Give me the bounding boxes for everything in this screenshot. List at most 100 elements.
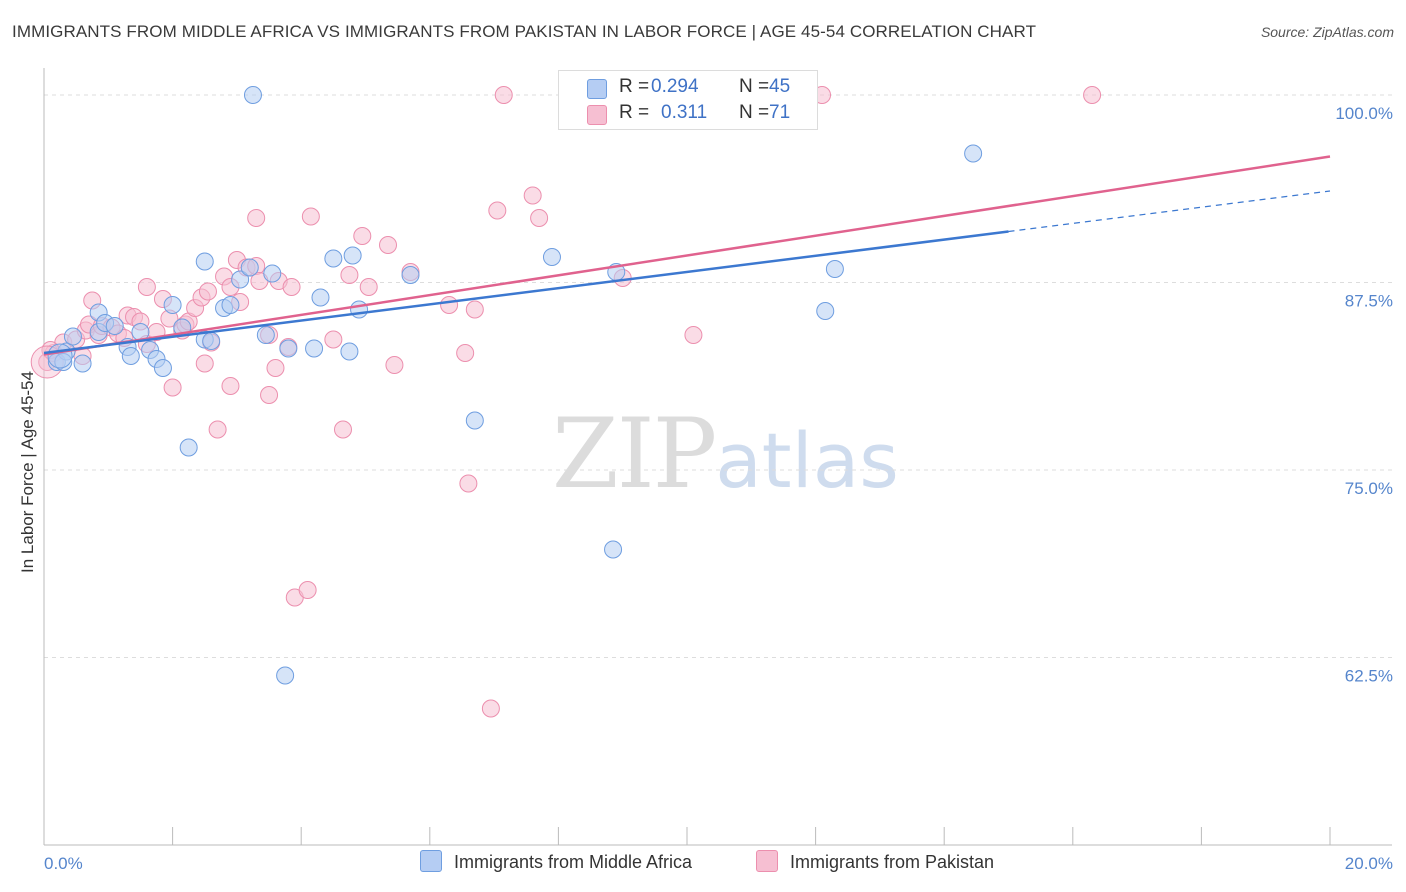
axes: [43, 68, 1392, 846]
data-point-pakistan: [260, 386, 279, 404]
watermark-atlas: atlas: [715, 416, 899, 505]
grid: [44, 94, 1392, 658]
data-point-pakistan: [266, 359, 285, 377]
data-point-pakistan: [359, 278, 378, 296]
data-point-pakistan: [333, 420, 352, 439]
data-point-pakistan: [301, 207, 320, 226]
x-tick-label: 20.0%: [1345, 854, 1393, 873]
data-point-middle-africa: [105, 317, 124, 335]
data-point-middle-africa: [279, 339, 298, 358]
legend-n-value: 45: [769, 76, 791, 97]
data-point-pakistan: [1083, 86, 1102, 104]
legend-n-value: 71: [769, 102, 791, 123]
data-point-middle-africa: [340, 342, 359, 361]
x-tick-label: 0.0%: [44, 854, 83, 873]
data-point-middle-africa: [240, 258, 259, 277]
data-point-middle-africa: [816, 302, 835, 320]
data-point-middle-africa: [195, 252, 214, 271]
bottom-legend-swatch-pink: [756, 850, 778, 873]
data-point-pakistan: [282, 278, 301, 296]
data-point-pakistan: [208, 420, 227, 439]
data-point-middle-africa: [825, 260, 844, 278]
data-point-pakistan: [163, 378, 182, 397]
data-point-pakistan: [340, 266, 359, 284]
series-middle-africa-points: [47, 86, 983, 685]
data-point-pakistan: [195, 354, 214, 373]
data-point-middle-africa: [305, 339, 324, 358]
data-point-middle-africa: [350, 300, 369, 319]
data-point-middle-africa: [73, 354, 92, 373]
data-point-middle-africa: [263, 264, 282, 283]
watermark-zip: ZIP: [552, 398, 717, 510]
bottom-legend-pakistan: Immigrants from Pakistan: [756, 850, 995, 874]
data-point-middle-africa: [163, 296, 182, 314]
legend-r-label: R =: [619, 102, 650, 123]
data-point-middle-africa: [604, 540, 623, 559]
data-point-middle-africa-cluster: [47, 343, 73, 369]
correlation-legend: R = 0.294 N = 45 R = 0.311 N = 71: [558, 70, 818, 130]
chart-title: IMMIGRANTS FROM MIDDLE AFRICA VS IMMIGRA…: [12, 22, 1037, 41]
data-point-middle-africa: [231, 270, 250, 289]
data-point-pakistan: [298, 581, 317, 599]
x-tick-labels: 0.0% 20.0%: [44, 854, 1393, 873]
data-point-middle-africa: [121, 347, 140, 365]
data-point-pakistan: [684, 326, 703, 344]
data-point-pakistan: [459, 474, 478, 493]
data-point-pakistan: [247, 209, 266, 227]
data-point-pakistan: [456, 344, 475, 362]
data-point-middle-africa: [153, 359, 172, 377]
y-tick-labels: 62.5% 75.0% 87.5% 100.0%: [1335, 104, 1393, 686]
data-point-middle-africa: [243, 86, 262, 104]
y-tick-label: 100.0%: [1335, 104, 1393, 123]
data-point-pakistan: [465, 300, 484, 319]
data-point-pakistan: [221, 377, 240, 395]
series-pakistan-points: [30, 86, 1102, 718]
source-label: Source: ZipAtlas.com: [1260, 24, 1394, 40]
data-point-pakistan: [530, 209, 549, 227]
data-point-pakistan: [440, 296, 459, 314]
data-point-pakistan: [481, 699, 500, 718]
data-point-pakistan: [324, 330, 343, 349]
data-point-middle-africa: [202, 332, 221, 350]
data-point-pakistan: [523, 186, 542, 205]
bottom-legend-label: Immigrants from Middle Africa: [454, 852, 693, 872]
trendline-middle-africa-extension: [1008, 190, 1331, 233]
data-point-middle-africa: [221, 296, 240, 314]
legend-swatch-pink: [587, 105, 607, 125]
trendline-pakistan: [43, 155, 1331, 356]
bottom-legend-middle-africa: Immigrants from Middle Africa: [420, 850, 693, 874]
legend-r-value: 0.294: [651, 76, 699, 97]
legend-r-value: 0.311: [661, 102, 708, 123]
data-point-pakistan: [379, 236, 398, 254]
legend-swatch-blue: [587, 79, 607, 99]
data-point-pakistan: [198, 282, 217, 301]
data-point-pakistan: [488, 201, 507, 220]
y-tick-label: 87.5%: [1345, 292, 1393, 311]
data-point-middle-africa: [276, 666, 295, 685]
trendlines: [43, 155, 1331, 356]
data-point-middle-africa: [256, 326, 275, 344]
data-point-middle-africa: [311, 288, 330, 307]
data-point-pakistan: [137, 278, 156, 296]
data-point-pakistan: [385, 356, 404, 374]
trendline-middle-africa: [43, 230, 1009, 355]
bottom-legend-label: Immigrants from Pakistan: [790, 852, 995, 872]
y-tick-label: 62.5%: [1345, 667, 1393, 686]
data-point-middle-africa: [964, 144, 983, 163]
data-point-middle-africa: [401, 266, 420, 284]
y-tick-label: 75.0%: [1345, 479, 1393, 498]
data-point-middle-africa: [343, 246, 362, 265]
data-point-middle-africa: [63, 327, 82, 346]
legend-r-label: R =: [619, 76, 650, 97]
data-point-middle-africa: [465, 411, 484, 430]
legend-n-label: N =: [739, 102, 770, 123]
watermark: ZIPatlas: [552, 398, 899, 510]
bottom-legend-swatch-blue: [420, 850, 442, 873]
legend-n-label: N =: [739, 76, 770, 97]
data-point-middle-africa: [324, 249, 343, 268]
data-point-middle-africa: [179, 438, 198, 457]
data-point-pakistan: [494, 86, 513, 104]
data-point-middle-africa: [542, 248, 561, 266]
data-point-pakistan: [353, 227, 372, 245]
